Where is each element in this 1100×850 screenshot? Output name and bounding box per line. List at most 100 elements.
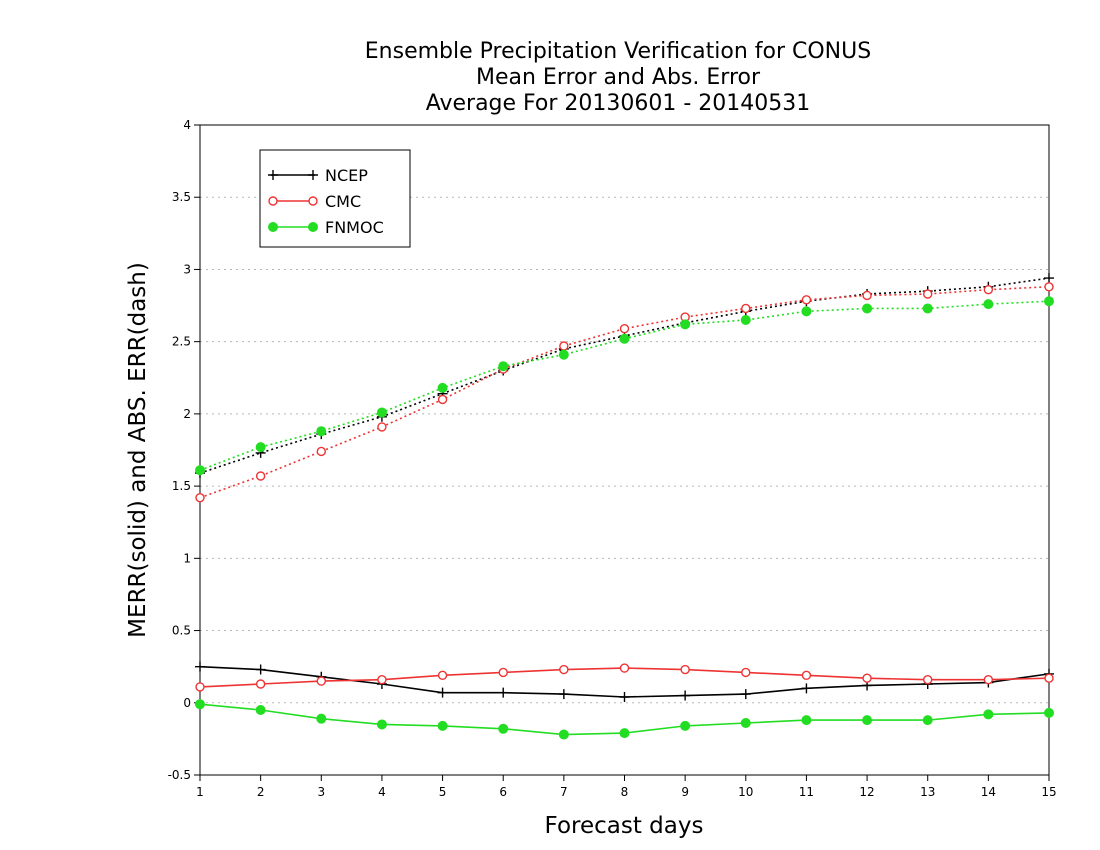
point-fnmoc-merr [1044, 707, 1054, 718]
point-fnmoc-abserr [376, 407, 387, 418]
point-fnmoc-abserr [316, 426, 327, 437]
point-cmc-merr [437, 670, 448, 681]
point-fnmoc-abserr [801, 306, 812, 317]
series-line-cmc-abserr [199, 285, 1050, 499]
point-cmc-abserr [559, 341, 569, 351]
point-ncep-merr [740, 689, 751, 700]
point-cmc-abserr [255, 471, 266, 481]
point-fnmoc-merr [983, 709, 994, 720]
legend: NCEP CMC FNMOC [259, 149, 411, 248]
x-tick-label: 5 [439, 785, 447, 799]
y-axis: -0.5 0 0.5 1 1.5 2 2.5 3 3.5 4 [168, 118, 200, 782]
point-cmc-merr [741, 667, 751, 678]
y-tick-label: 1.5 [172, 479, 191, 493]
point-fnmoc-merr [740, 718, 751, 728]
point-cmc-abserr [983, 284, 994, 295]
x-tick-label: 11 [799, 785, 814, 799]
x-tick-label: 13 [920, 785, 935, 799]
x-axis: 1 2 3 4 5 6 7 8 9 10 11 12 13 14 15 [196, 775, 1057, 799]
y-tick-label: 0 [183, 696, 191, 710]
y-tick-label: 1 [183, 551, 191, 565]
title-line-2: Mean Error and Abs. Error [476, 65, 761, 90]
point-ncep-merr [619, 692, 630, 702]
x-tick-label: 9 [681, 785, 689, 799]
point-ncep-abserr [1044, 273, 1054, 284]
point-fnmoc-abserr [255, 442, 266, 453]
x-tick-label: 10 [738, 785, 753, 799]
x-tick-label: 12 [859, 785, 874, 799]
point-fnmoc-abserr [619, 333, 630, 344]
point-cmc-abserr [923, 289, 933, 299]
point-fnmoc-merr [558, 729, 569, 740]
y-tick-label: 4 [183, 118, 191, 132]
series-line-ncep-abserr [199, 277, 1050, 474]
point-fnmoc-abserr [1044, 296, 1054, 307]
point-fnmoc-merr [680, 720, 691, 731]
point-fnmoc-merr [376, 719, 387, 730]
point-cmc-merr [862, 673, 872, 683]
legend-label-ncep: NCEP [325, 166, 368, 185]
point-fnmoc-merr [316, 713, 327, 724]
legend-marker-ncep [268, 170, 278, 180]
x-tick-label: 6 [499, 785, 507, 799]
point-ncep-merr [801, 683, 812, 694]
legend-item-ncep: NCEP [268, 166, 368, 185]
point-ncep-merr [498, 687, 509, 698]
y-tick-label: 2 [183, 407, 191, 421]
point-fnmoc-merr [255, 705, 266, 715]
x-tick-label: 15 [1041, 785, 1056, 799]
y-tick-label: 0.5 [172, 624, 191, 638]
point-cmc-merr [619, 663, 630, 673]
point-fnmoc-abserr [498, 361, 509, 372]
point-fnmoc-abserr [680, 319, 691, 330]
series-fnmoc [195, 296, 1054, 740]
x-tick-label: 4 [378, 785, 386, 799]
legend-marker-cmc [308, 196, 318, 206]
x-tick-label: 3 [317, 785, 325, 799]
point-fnmoc-abserr [437, 382, 448, 393]
point-cmc-merr [255, 679, 266, 689]
point-ncep-merr [680, 690, 691, 701]
point-cmc-abserr [801, 295, 812, 305]
point-fnmoc-merr [437, 720, 448, 731]
point-cmc-abserr [862, 290, 872, 301]
point-cmc-abserr [437, 394, 448, 405]
point-fnmoc-abserr [983, 299, 994, 310]
point-cmc-merr [801, 670, 812, 681]
x-tick-label: 14 [981, 785, 996, 799]
point-fnmoc-abserr [195, 465, 205, 476]
legend-marker-fnmoc [268, 222, 278, 232]
chart-title: Ensemble Precipitation Verification for … [365, 39, 871, 116]
point-cmc-abserr [619, 323, 630, 334]
point-fnmoc-merr [862, 715, 873, 726]
point-fnmoc-merr [922, 715, 933, 726]
x-tick-label: 1 [196, 785, 204, 799]
legend-label-cmc: CMC [325, 192, 361, 211]
point-cmc-abserr [377, 422, 387, 432]
point-cmc-merr [377, 674, 387, 685]
legend-item-cmc: CMC [268, 192, 361, 211]
legend-marker-ncep [308, 170, 318, 180]
y-tick-label: 3.5 [172, 190, 191, 204]
series-layer [195, 273, 1054, 740]
point-cmc-abserr [316, 446, 326, 457]
x-tick-label: 2 [257, 785, 265, 799]
legend-marker-cmc [268, 196, 278, 206]
point-cmc-merr [559, 664, 569, 675]
point-cmc-merr [923, 674, 933, 685]
point-cmc-abserr [1044, 282, 1054, 292]
point-ncep-merr [195, 661, 205, 672]
title-line-3: Average For 20130601 - 20140531 [426, 91, 811, 116]
point-fnmoc-merr [195, 699, 205, 710]
point-cmc-abserr [195, 492, 205, 503]
legend-item-fnmoc: FNMOC [268, 218, 384, 237]
point-cmc-abserr [741, 303, 751, 314]
x-tick-label: 8 [621, 785, 629, 799]
point-cmc-merr [195, 682, 205, 692]
point-fnmoc-merr [498, 723, 509, 734]
point-cmc-merr [1044, 673, 1054, 683]
series-cmc [195, 282, 1054, 692]
y-tick-label: 3 [183, 262, 191, 276]
point-cmc-merr [983, 674, 994, 685]
legend-box [259, 149, 411, 248]
